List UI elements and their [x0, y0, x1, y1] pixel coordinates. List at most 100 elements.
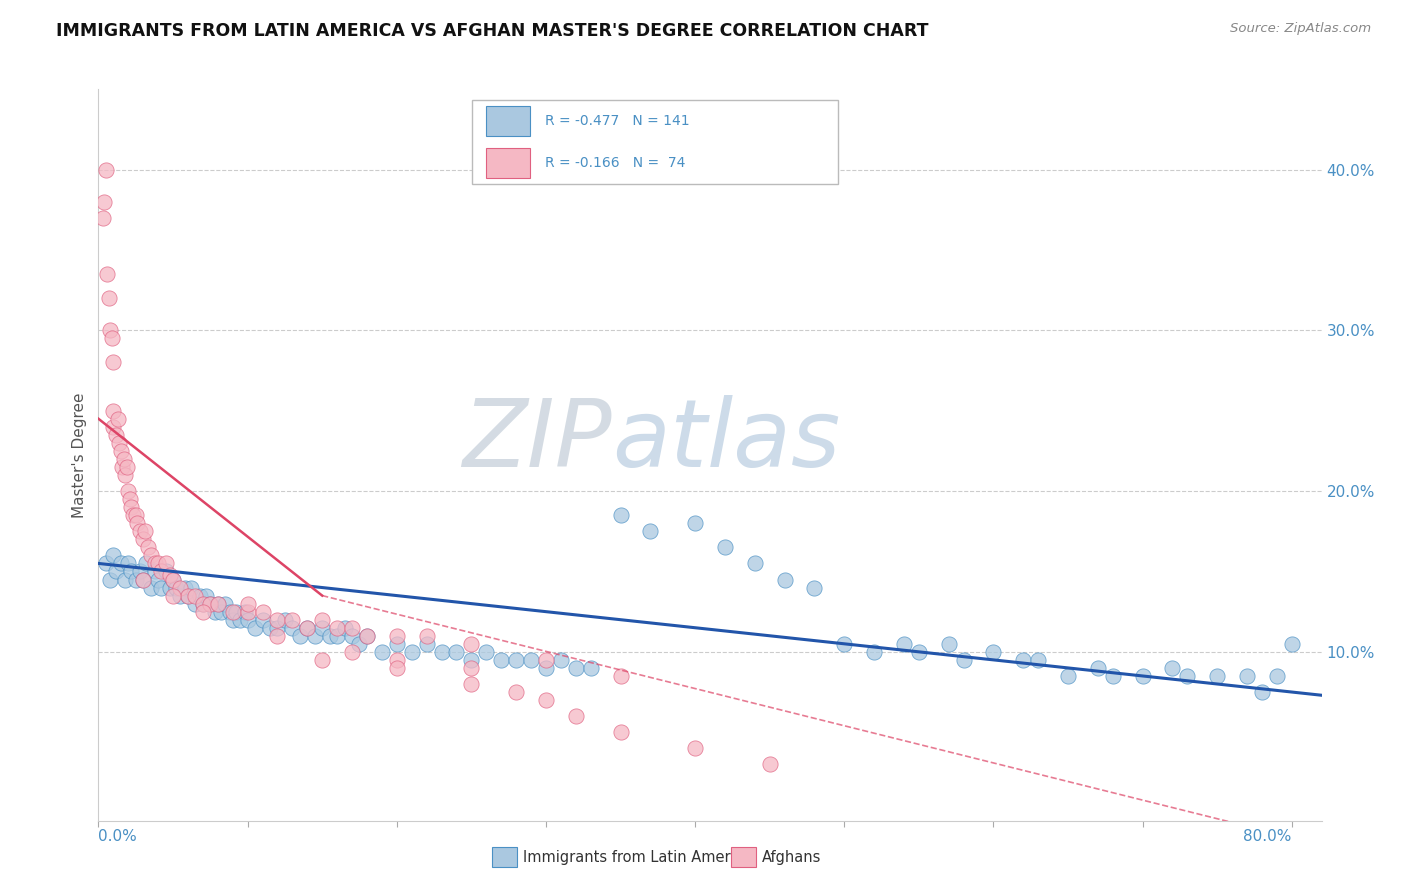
Point — [1087, 661, 1109, 675]
Point — [565, 709, 588, 723]
Point — [162, 573, 184, 587]
Point — [744, 557, 766, 571]
Point — [146, 557, 169, 571]
Point — [340, 621, 363, 635]
Text: Afghans: Afghans — [762, 850, 821, 864]
Point — [120, 500, 142, 515]
Point — [103, 403, 125, 417]
Point — [304, 629, 326, 643]
Point — [446, 645, 468, 659]
Point — [118, 492, 141, 507]
Point — [565, 661, 588, 675]
Point — [1161, 661, 1184, 675]
Point — [218, 605, 240, 619]
Point — [266, 621, 288, 635]
Point — [121, 508, 143, 523]
Point — [326, 629, 349, 643]
Point — [1177, 669, 1199, 683]
Point — [184, 589, 207, 603]
Point — [105, 427, 128, 442]
Point — [1236, 669, 1258, 683]
Point — [683, 741, 706, 756]
Point — [194, 589, 217, 603]
Point — [803, 581, 825, 595]
Point — [1026, 653, 1049, 667]
Point — [191, 597, 214, 611]
Point — [326, 621, 349, 635]
Point — [340, 645, 363, 659]
Point — [209, 605, 232, 619]
Point — [188, 589, 211, 603]
Point — [609, 508, 631, 523]
Text: 80.0%: 80.0% — [1243, 830, 1292, 845]
Text: atlas: atlas — [612, 395, 841, 486]
Point — [136, 541, 159, 555]
Point — [135, 557, 157, 571]
Text: IMMIGRANTS FROM LATIN AMERICA VS AFGHAN MASTER'S DEGREE CORRELATION CHART: IMMIGRANTS FROM LATIN AMERICA VS AFGHAN … — [56, 22, 929, 40]
Point — [385, 637, 408, 651]
Point — [169, 581, 191, 595]
Point — [174, 581, 197, 595]
Point — [93, 194, 115, 209]
Point — [281, 613, 304, 627]
Point — [184, 597, 207, 611]
Point — [430, 645, 453, 659]
Point — [204, 605, 226, 619]
Point — [103, 549, 125, 563]
Point — [1012, 653, 1035, 667]
Point — [143, 557, 166, 571]
Point — [96, 267, 118, 281]
Point — [371, 645, 394, 659]
Point — [117, 557, 139, 571]
Point — [311, 621, 333, 635]
Point — [356, 629, 378, 643]
Point — [385, 653, 408, 667]
Point — [609, 669, 631, 683]
Point — [111, 460, 134, 475]
Point — [103, 355, 125, 369]
Point — [952, 653, 974, 667]
Point — [98, 323, 121, 337]
Point — [139, 581, 162, 595]
Point — [252, 605, 274, 619]
Point — [155, 557, 177, 571]
Point — [311, 613, 333, 627]
Point — [132, 573, 155, 587]
Point — [117, 484, 139, 499]
Point — [475, 645, 498, 659]
Point — [1281, 637, 1303, 651]
Point — [233, 605, 256, 619]
Point — [983, 645, 1005, 659]
Point — [714, 541, 737, 555]
Point — [200, 597, 222, 611]
Point — [125, 508, 148, 523]
Point — [266, 629, 288, 643]
Point — [311, 653, 333, 667]
Point — [110, 557, 132, 571]
Point — [281, 621, 304, 635]
Point — [139, 549, 162, 563]
Text: ZIP: ZIP — [463, 395, 612, 486]
Point — [221, 613, 243, 627]
Point — [349, 637, 371, 651]
Point — [120, 565, 142, 579]
Point — [150, 565, 173, 579]
Point — [94, 162, 117, 177]
Point — [1251, 685, 1274, 699]
Point — [489, 653, 512, 667]
Point — [832, 637, 855, 651]
Point — [1057, 669, 1080, 683]
Point — [105, 565, 128, 579]
Point — [101, 331, 124, 345]
Y-axis label: Master's Degree: Master's Degree — [72, 392, 87, 517]
Point — [162, 589, 184, 603]
Point — [259, 621, 281, 635]
Point — [243, 621, 266, 635]
Point — [236, 605, 259, 619]
Point — [609, 725, 631, 739]
Point — [129, 524, 152, 539]
Text: 0.0%: 0.0% — [98, 830, 138, 845]
Point — [460, 677, 482, 691]
Point — [200, 597, 222, 611]
Point — [534, 661, 557, 675]
